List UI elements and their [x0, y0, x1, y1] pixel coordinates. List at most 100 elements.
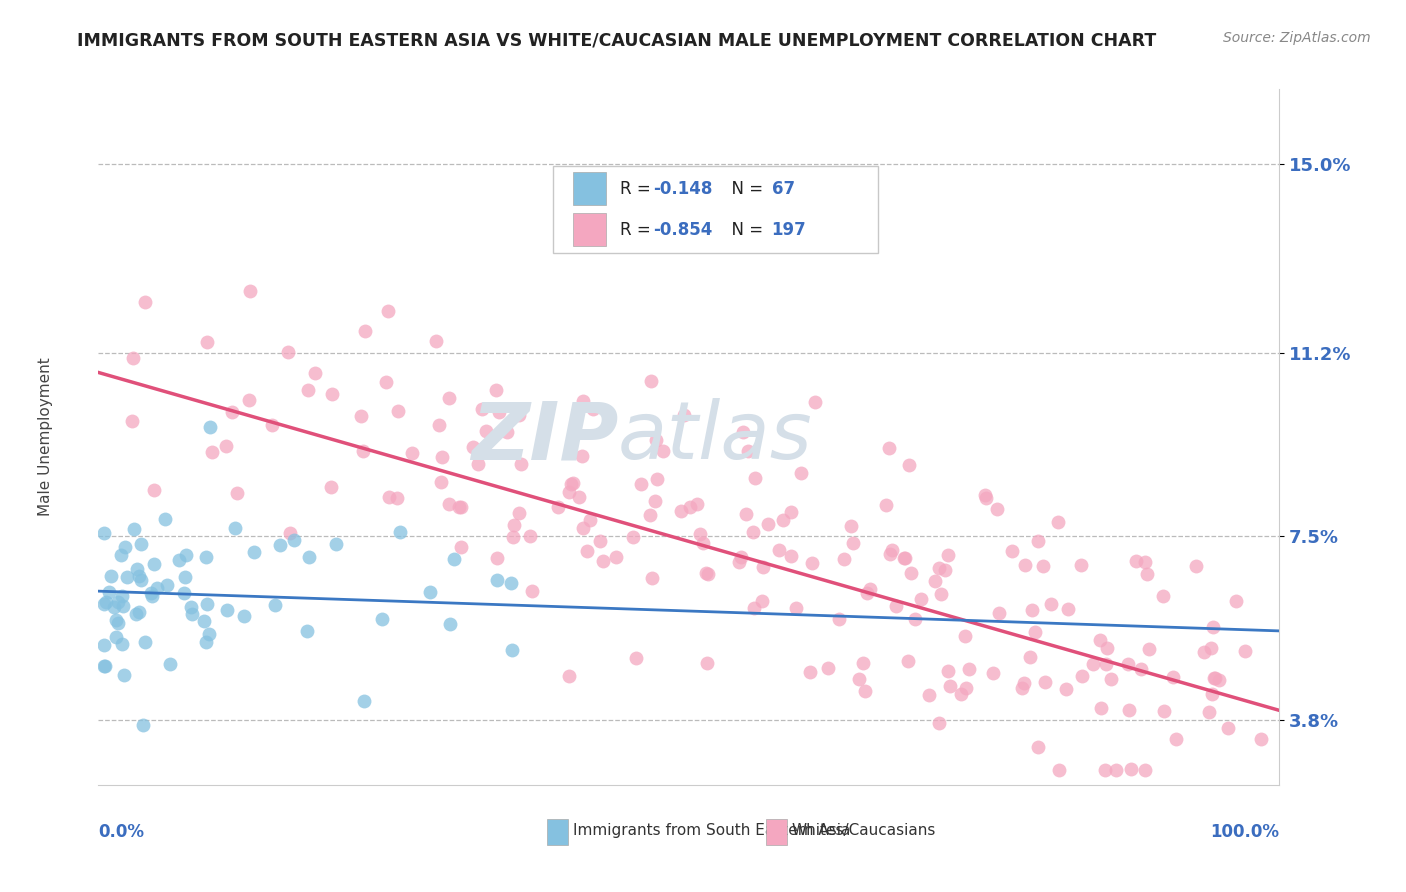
Point [924, 574, 946, 589]
Point [475, 425, 498, 439]
Point [350, 409, 373, 424]
Text: Male Unemployment: Male Unemployment [38, 358, 53, 516]
Point [156, 578, 179, 592]
Point [105, 613, 128, 627]
Point [1046, 515, 1069, 529]
Point [1208, 673, 1230, 687]
Text: Immigrants from South Eastern Asia: Immigrants from South Eastern Asia [574, 822, 851, 838]
Point [239, 284, 262, 298]
Point [198, 420, 221, 434]
Point [1088, 632, 1111, 647]
Point [443, 552, 465, 566]
Point [936, 664, 959, 678]
Point [1033, 674, 1056, 689]
Point [98, 585, 121, 599]
Point [122, 522, 145, 536]
Point [697, 567, 720, 582]
Point [568, 490, 591, 504]
Point [283, 533, 305, 548]
Point [974, 488, 997, 502]
Text: Whites/Caucasians: Whites/Caucasians [792, 822, 936, 838]
Point [319, 480, 342, 494]
Point [1001, 543, 1024, 558]
Point [741, 525, 763, 540]
Point [522, 584, 544, 599]
Point [377, 490, 399, 504]
Point [1090, 701, 1112, 715]
Point [93, 638, 115, 652]
Point [1039, 597, 1062, 611]
Point [128, 568, 150, 582]
Point [799, 665, 821, 679]
Point [263, 599, 285, 613]
Point [1118, 703, 1140, 717]
Point [562, 475, 585, 490]
Text: ZIP: ZIP [471, 398, 619, 476]
Point [180, 607, 202, 621]
Point [1201, 641, 1223, 656]
Point [1071, 669, 1094, 683]
Point [1028, 533, 1050, 548]
Point [508, 506, 530, 520]
Point [571, 450, 593, 464]
Point [557, 668, 579, 682]
Point [897, 654, 920, 668]
Point [547, 500, 569, 514]
Point [1032, 558, 1054, 573]
Point [734, 507, 756, 521]
Point [387, 404, 409, 418]
Point [839, 518, 862, 533]
Point [519, 529, 541, 543]
Point [828, 612, 851, 626]
Point [644, 434, 666, 448]
Point [134, 635, 156, 649]
Point [893, 550, 915, 565]
Point [1049, 763, 1071, 777]
Point [987, 606, 1010, 620]
Point [304, 367, 326, 381]
Point [103, 600, 125, 615]
Point [129, 537, 152, 551]
Point [142, 557, 165, 571]
Point [894, 551, 917, 566]
Point [134, 294, 156, 309]
Point [277, 344, 299, 359]
Point [1133, 555, 1156, 569]
Point [195, 634, 218, 648]
Bar [574, 172, 606, 205]
Point [155, 512, 177, 526]
Point [1012, 675, 1035, 690]
Point [779, 505, 801, 519]
Point [630, 476, 652, 491]
Point [575, 544, 598, 558]
Point [325, 537, 347, 551]
Point [167, 553, 190, 567]
Point [114, 540, 136, 554]
Point [145, 581, 167, 595]
Point [1225, 593, 1247, 607]
Point [1083, 657, 1105, 672]
Point [195, 597, 218, 611]
Point [461, 440, 484, 454]
Point [502, 530, 524, 544]
Text: IMMIGRANTS FROM SOUTH EASTERN ASIA VS WHITE/CAUCASIAN MALE UNEMPLOYMENT CORRELAT: IMMIGRANTS FROM SOUTH EASTERN ASIA VS WH… [77, 31, 1157, 49]
Point [508, 408, 530, 422]
Point [112, 668, 135, 682]
Text: 67: 67 [772, 179, 794, 198]
Point [936, 548, 959, 562]
Point [128, 605, 150, 619]
Point [430, 450, 453, 464]
Point [374, 375, 396, 389]
Point [122, 351, 145, 365]
Text: -0.854: -0.854 [654, 220, 713, 239]
Point [377, 304, 399, 318]
Point [686, 497, 709, 511]
Point [173, 586, 195, 600]
Point [1137, 642, 1160, 657]
Point [751, 594, 773, 608]
Text: R =: R = [620, 179, 657, 198]
Point [652, 444, 675, 458]
Point [884, 599, 907, 614]
Point [485, 383, 508, 397]
Point [644, 494, 666, 508]
